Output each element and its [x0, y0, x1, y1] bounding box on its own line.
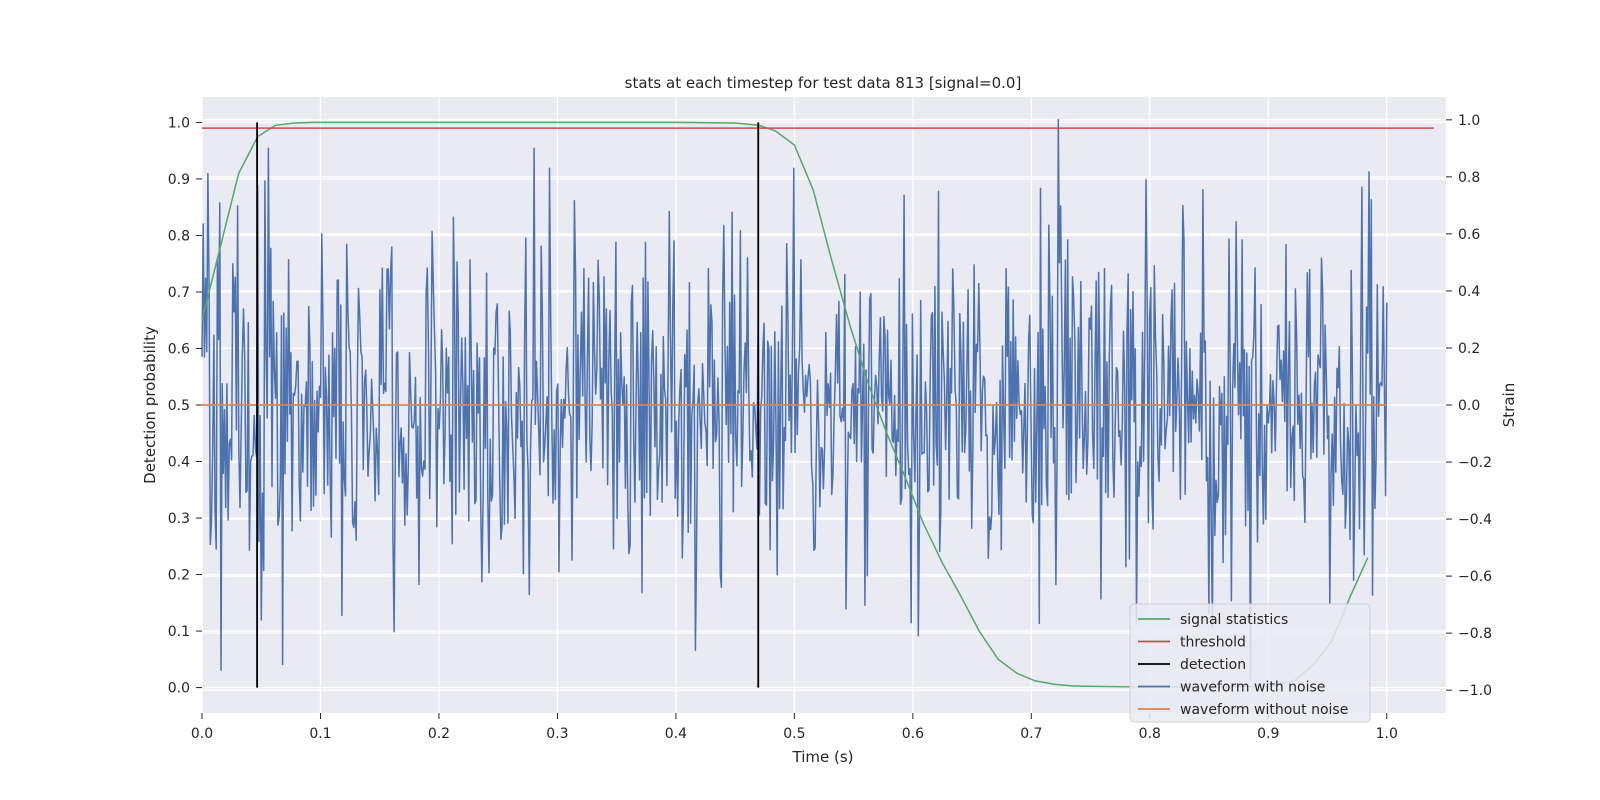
x-tick-label: 1.0: [1376, 726, 1398, 742]
left-tick-label: 0.1: [168, 624, 190, 640]
right-tick-label: −1.0: [1458, 683, 1492, 699]
right-axis-label: Strain: [1500, 383, 1518, 427]
right-tick-label: −0.6: [1458, 569, 1492, 585]
left-tick-label: 0.0: [168, 681, 190, 697]
right-tick-label: 0.2: [1458, 341, 1480, 357]
left-tick-label: 0.3: [168, 511, 190, 527]
x-tick-label: 0.9: [1257, 726, 1279, 742]
x-tick-label: 0.7: [1020, 726, 1042, 742]
right-tick-label: 0.6: [1458, 227, 1480, 243]
x-tick-label: 0.1: [309, 726, 331, 742]
x-tick-label: 0.4: [665, 726, 687, 742]
legend-label: waveform without noise: [1180, 702, 1348, 718]
legend-label: threshold: [1180, 635, 1246, 651]
left-tick-label: 0.8: [168, 228, 190, 244]
left-tick-label: 0.9: [168, 172, 190, 188]
left-tick-label: 0.6: [168, 341, 190, 357]
right-tick-label: −0.2: [1458, 455, 1492, 471]
right-tick-label: −0.4: [1458, 512, 1492, 528]
x-tick-label: 0.8: [1139, 726, 1161, 742]
left-tick-label: 0.2: [168, 568, 190, 584]
legend-label: detection: [1180, 657, 1246, 673]
x-axis: 0.0 0.1 0.2 0.3 0.4 0.5 0.6 0.7 0.8 0.9 1.0: [191, 713, 1398, 742]
chart-title: stats at each timestep for test data 813…: [625, 74, 1022, 92]
left-tick-label: 1.0: [168, 115, 190, 131]
right-tick-label: 0.0: [1458, 398, 1480, 414]
x-tick-label: 0.6: [902, 726, 924, 742]
left-tick-label: 0.7: [168, 285, 190, 301]
right-axis: −1.0 −0.8 −0.6 −0.4 −0.2 0.0 0.2 0.4 0.6 0.8 1.0: [1446, 113, 1492, 699]
left-axis-label: Detection probability: [141, 326, 159, 484]
x-tick-label: 0.0: [191, 726, 213, 742]
legend-label: waveform with noise: [1180, 680, 1325, 696]
x-axis-label: Time (s): [792, 748, 854, 766]
legend-box: [1129, 603, 1371, 723]
x-tick-label: 0.3: [546, 726, 568, 742]
right-tick-label: 1.0: [1458, 113, 1480, 129]
x-tick-label: 0.2: [428, 726, 450, 742]
left-tick-label: 0.5: [168, 398, 190, 414]
left-axis: 0.0 0.1 0.2 0.3 0.4 0.5 0.6 0.7 0.8 0.9 1.0: [168, 115, 202, 697]
legend: signal statistics threshold detection wavef…: [1129, 603, 1371, 723]
right-tick-label: 0.8: [1458, 170, 1480, 186]
right-tick-label: 0.4: [1458, 284, 1480, 300]
legend-label: signal statistics: [1180, 612, 1288, 628]
left-tick-label: 0.4: [168, 455, 190, 471]
x-tick-label: 0.5: [783, 726, 805, 742]
waveform-with-noise-line: [201, 119, 1388, 680]
right-tick-label: −0.8: [1458, 626, 1492, 642]
